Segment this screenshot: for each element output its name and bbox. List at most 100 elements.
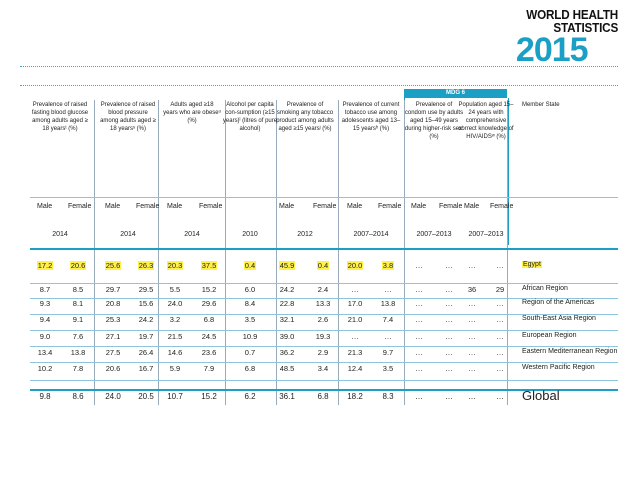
table-cell: 2.6 — [309, 315, 337, 324]
cell-value: 32.1 — [279, 315, 295, 324]
cell-value: … — [415, 332, 423, 341]
cell-value: 29 — [495, 285, 505, 294]
cell-value: 10.7 — [167, 392, 183, 401]
cell-value: 45.9 — [278, 261, 296, 270]
logo-year: 2015 — [515, 31, 589, 69]
table-cell: 22.8 — [273, 299, 301, 308]
table-cell: 24.0 — [99, 392, 127, 401]
cell-value: … — [496, 261, 504, 270]
table-cell: … — [486, 332, 514, 341]
cell-value: 7.4 — [382, 315, 394, 324]
table-cell: … — [435, 299, 463, 308]
cell-value: 13.8 — [380, 299, 396, 308]
column-separator — [507, 100, 508, 405]
subheader-female: Female — [439, 203, 463, 210]
cell-value: 6.8 — [203, 315, 215, 324]
table-cell: 9.7 — [374, 348, 402, 357]
subheader-male: Male — [279, 203, 295, 210]
cell-value: 29.6 — [201, 299, 217, 308]
table-cell: 10.2 — [31, 364, 59, 373]
subheader-male: Male — [167, 203, 183, 210]
table-cell: 36.1 — [273, 392, 301, 401]
table-cell: … — [405, 392, 433, 401]
divider-dotted — [20, 66, 618, 67]
cell-value: 2.9 — [317, 348, 329, 357]
table-cell: 13.3 — [309, 299, 337, 308]
cell-value: 2.4 — [317, 285, 329, 294]
table-cell: 17.2 — [31, 261, 59, 270]
table-cell: 20.5 — [132, 392, 160, 401]
table-cell: … — [435, 261, 463, 270]
cell-value: 8.3 — [382, 392, 394, 401]
member-state-label: Region of the Americas — [522, 299, 595, 306]
year-label: 2010 — [242, 231, 258, 238]
column-header: Prevalence of current tobacco use among … — [341, 101, 401, 132]
table-cell: 8.6 — [64, 392, 92, 401]
table-cell: … — [405, 315, 433, 324]
subheader-male: Male — [105, 203, 121, 210]
cell-value: … — [496, 364, 504, 373]
cell-value: … — [415, 261, 423, 270]
table-cell: 29.6 — [195, 299, 223, 308]
subheader-female: Female — [68, 203, 92, 210]
subheader-female: Female — [136, 203, 160, 210]
cell-value: 9.7 — [382, 348, 394, 357]
cell-value: 25.3 — [105, 315, 121, 324]
row-divider — [30, 314, 618, 315]
cell-value: 10.2 — [37, 364, 53, 373]
table-cell: 21.5 — [161, 332, 189, 341]
cell-value: 20.6 — [105, 364, 121, 373]
table-cell: … — [405, 299, 433, 308]
cell-value: … — [468, 299, 476, 308]
subheader-male: Male — [37, 203, 53, 210]
cell-value: … — [468, 364, 476, 373]
row-divider — [30, 346, 618, 347]
cell-value: 19.7 — [138, 332, 154, 341]
table-cell: 2.9 — [309, 348, 337, 357]
table-cell: 6.0 — [236, 285, 264, 294]
table-cell: 13.8 — [64, 348, 92, 357]
column-separator — [225, 100, 226, 405]
member-state-label: African Region — [522, 285, 568, 292]
column-header: Prevalence of smoking any tobacco produc… — [276, 101, 334, 132]
logo-line-1: WORLD HEALTH — [526, 7, 618, 22]
year-label: 2014 — [52, 231, 68, 238]
subheader-female: Female — [378, 203, 402, 210]
table-cell: 27.5 — [99, 348, 127, 357]
cell-value: … — [445, 364, 453, 373]
table-cell: … — [374, 285, 402, 294]
subheader-female: Female — [490, 203, 514, 210]
table-cell: … — [486, 392, 514, 401]
year-label: 2007–2013 — [416, 231, 452, 238]
cell-value: … — [496, 332, 504, 341]
table-cell: 23.6 — [195, 348, 223, 357]
cell-value: 6.8 — [317, 392, 329, 401]
cell-value: 48.5 — [279, 364, 295, 373]
table-cell: … — [458, 299, 486, 308]
table-cell: … — [405, 261, 433, 270]
table-cell: … — [405, 332, 433, 341]
subheader-female: Female — [199, 203, 223, 210]
table-cell: 19.7 — [132, 332, 160, 341]
table-cell: 37.5 — [195, 261, 223, 270]
table-cell: 5.9 — [161, 364, 189, 373]
cell-value: 8.1 — [72, 299, 84, 308]
table-cell: 48.5 — [273, 364, 301, 373]
table-cell: … — [435, 332, 463, 341]
row-divider — [30, 362, 618, 363]
row-divider — [30, 380, 618, 381]
table-cell: … — [486, 299, 514, 308]
cell-value: 27.1 — [105, 332, 121, 341]
table-cell: 0.7 — [236, 348, 264, 357]
cell-value: 15.2 — [201, 285, 217, 294]
cell-value: 26.3 — [137, 261, 155, 270]
cell-value: 3.5 — [382, 364, 394, 373]
cell-value: 8.5 — [72, 285, 84, 294]
table-cell: … — [405, 348, 433, 357]
cell-value: 24.2 — [279, 285, 295, 294]
table-cell: 17.0 — [341, 299, 369, 308]
year-label: 2014 — [184, 231, 200, 238]
table-cell: 8.1 — [64, 299, 92, 308]
cell-value: 17.2 — [36, 261, 54, 270]
row-divider — [30, 197, 618, 198]
